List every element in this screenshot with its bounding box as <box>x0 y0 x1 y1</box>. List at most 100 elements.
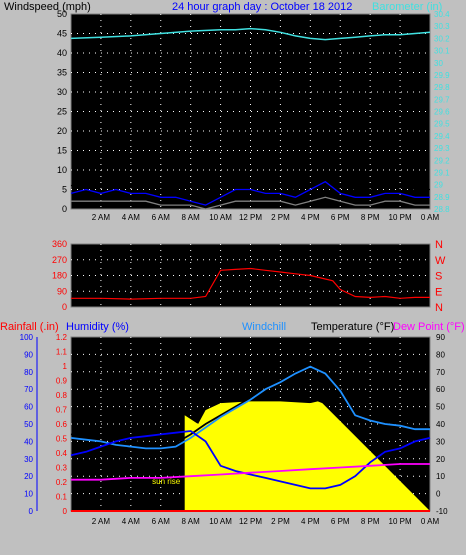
direction-tick-label: 180 <box>52 271 67 281</box>
sunrise-annotation: sun rise <box>152 477 181 486</box>
hour-tick-label: 4 AM <box>122 517 141 526</box>
humidity-tick-label: 40 <box>24 437 33 446</box>
windspeed-tick-label: 30 <box>57 87 67 97</box>
windspeed-tick-label: 40 <box>57 48 67 58</box>
windspeed-tick-label: 0 <box>62 204 67 214</box>
dewpoint-legend: Dew Point (°F) <box>393 321 465 333</box>
temperature-tick-label: 10 <box>436 472 445 481</box>
hour-tick-label: 4 AM <box>122 213 141 222</box>
windspeed-tick-label: 25 <box>57 107 67 117</box>
barometer-tick-label: 28.8 <box>434 205 450 214</box>
rainfall-tick-label: 0.9 <box>56 377 68 386</box>
temperature-tick-label: 60 <box>436 385 445 394</box>
windspeed-tick-label: 5 <box>62 185 67 195</box>
barometer-tick-label: 30.3 <box>434 22 450 31</box>
hour-tick-label: 0 AM <box>421 213 440 222</box>
hour-tick-label: 8 PM <box>361 213 380 222</box>
humidity-tick-label: 0 <box>29 507 34 516</box>
hour-tick-label: 8 PM <box>361 517 380 526</box>
barometer-tick-label: 29.9 <box>434 71 450 80</box>
wind_gust-line <box>70 173 430 199</box>
temperature-tick-label: 70 <box>436 368 445 377</box>
rainfall-tick-label: 0.6 <box>56 420 68 429</box>
rainfall-tick-label: 0.5 <box>56 435 68 444</box>
temperature-tick-label: 50 <box>436 403 445 412</box>
humidity-tick-label: 50 <box>24 420 33 429</box>
humidity-line <box>70 430 431 490</box>
hour-tick-label: 2 PM <box>271 213 290 222</box>
solar-radiation-area <box>184 401 430 511</box>
hour-tick-label: 10 PM <box>389 213 412 222</box>
windspeed-tick-label: 50 <box>57 9 67 19</box>
humidity-tick-label: 20 <box>24 472 33 481</box>
compass-tick-label: E <box>435 286 442 298</box>
windspeed-axis-label: Windspeed (mph) <box>4 1 91 13</box>
wind-panel <box>70 13 431 210</box>
compass-tick-label: N <box>435 239 443 251</box>
hour-tick-label: 6 AM <box>152 517 171 526</box>
windchill-line <box>70 365 430 450</box>
humidity-tick-label: 60 <box>24 403 33 412</box>
rainfall-tick-label: 0 <box>63 507 68 516</box>
rainfall-tick-label: 0.8 <box>56 391 68 400</box>
humidity-tick-label: 30 <box>24 455 33 464</box>
wind_direction-line <box>71 267 430 300</box>
rainfall-tick-label: 1.2 <box>56 333 68 342</box>
hour-tick-label: 2 AM <box>92 517 111 526</box>
temperature-legend: Temperature (°F) <box>311 321 394 333</box>
rainfall-legend: Rainfall (.in) <box>0 321 59 333</box>
temperature-tick-label: 40 <box>436 420 445 429</box>
windspeed-tick-label: 20 <box>57 126 67 136</box>
dew_point-line <box>71 463 430 481</box>
compass-tick-label: N <box>435 302 443 314</box>
direction-tick-label: 90 <box>57 286 67 296</box>
hour-tick-label: 6 PM <box>331 213 350 222</box>
rainfall-tick-label: 0.7 <box>56 406 68 415</box>
humidity-tick-label: 100 <box>20 333 34 342</box>
hour-tick-label: 8 AM <box>182 213 201 222</box>
humidity-tick-label: 80 <box>24 368 33 377</box>
barometer-tick-label: 29.7 <box>434 95 450 104</box>
direction-tick-label: 0 <box>62 302 67 312</box>
temperature-tick-label: 20 <box>436 455 445 464</box>
barometer-tick-label: 30.4 <box>434 10 450 19</box>
chart-title: 24 hour graph day : October 18 2012 <box>172 1 352 13</box>
windspeed-tick-label: 15 <box>57 146 67 156</box>
hour-tick-label: 10 AM <box>209 213 232 222</box>
rainfall-tick-label: 0.4 <box>56 449 68 458</box>
humidity-tick-label: 70 <box>24 385 33 394</box>
humidity-legend: Humidity (%) <box>66 321 129 333</box>
barometer-tick-label: 28.9 <box>434 193 450 202</box>
temperature-line <box>70 365 431 445</box>
compass-tick-label: W <box>435 255 446 267</box>
windspeed-tick-label: 35 <box>57 68 67 78</box>
direction-tick-label: 270 <box>52 255 67 265</box>
rainfall-tick-label: 0.3 <box>56 464 68 473</box>
barometer-tick-label: 29.1 <box>434 168 450 177</box>
barometer-tick-label: 30 <box>434 59 443 68</box>
hour-tick-label: 0 AM <box>421 517 440 526</box>
barometer-tick-label: 29.3 <box>434 144 450 153</box>
barometer-axis-label: Barometer (in) <box>372 1 442 13</box>
temperature-tick-label: -10 <box>436 507 448 516</box>
hour-tick-label: 12 PM <box>239 517 262 526</box>
sunset-annotation: set <box>313 477 324 486</box>
hour-tick-label: 2 AM <box>92 213 111 222</box>
hour-tick-label: 4 PM <box>301 213 320 222</box>
direction-tick-label: 360 <box>52 239 67 249</box>
barometer-tick-label: 29.8 <box>434 83 450 92</box>
barometer-tick-label: 29.2 <box>434 156 450 165</box>
rainfall-tick-label: 1 <box>63 362 68 371</box>
rainfall-tick-label: 0.1 <box>56 493 68 502</box>
barometer-tick-label: 29.6 <box>434 108 450 117</box>
temperature-tick-label: 90 <box>436 333 445 342</box>
barometer-line <box>70 27 431 41</box>
windspeed-tick-label: 45 <box>57 29 67 39</box>
humidity-tick-label: 90 <box>24 350 33 359</box>
wind_avg-line <box>70 180 430 206</box>
hour-tick-label: 8 AM <box>182 517 201 526</box>
wind_min-line <box>71 196 430 210</box>
hour-tick-label: 12 PM <box>239 213 262 222</box>
temperature-tick-label: 0 <box>436 490 441 499</box>
